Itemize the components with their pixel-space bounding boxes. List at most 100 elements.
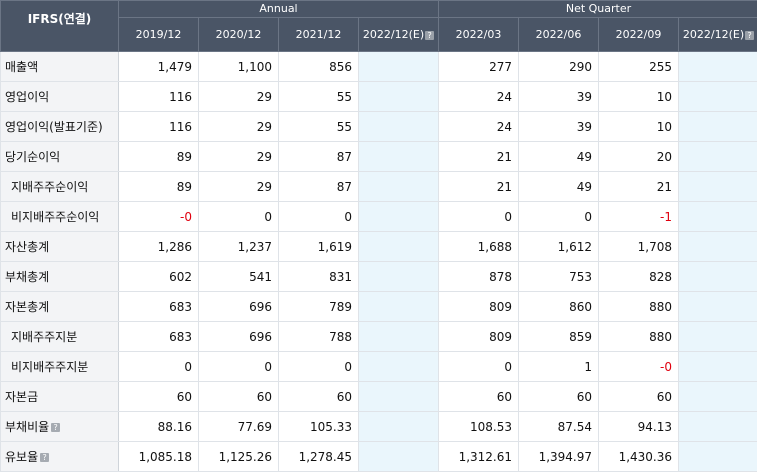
period-header[interactable]: 2022/03: [439, 18, 519, 52]
value-cell: 0: [279, 352, 359, 382]
help-icon[interactable]: ?: [745, 31, 754, 40]
value-cell: 60: [599, 382, 679, 412]
estimate-cell: [679, 352, 757, 382]
value-cell: 683: [119, 292, 199, 322]
value-cell: 89: [119, 172, 199, 202]
value-cell: 0: [119, 352, 199, 382]
estimate-cell: [679, 262, 757, 292]
value-cell: 60: [519, 382, 599, 412]
value-cell: 1,708: [599, 232, 679, 262]
row-label: 비지배주주지분: [1, 352, 119, 382]
value-cell: 0: [439, 352, 519, 382]
value-cell: 29: [199, 82, 279, 112]
value-cell: 0: [519, 202, 599, 232]
estimate-cell: [679, 82, 757, 112]
value-cell: 88.16: [119, 412, 199, 442]
estimate-cell: [679, 292, 757, 322]
period-header[interactable]: 2020/12: [199, 18, 279, 52]
value-cell: 1,085.18: [119, 442, 199, 472]
period-header[interactable]: 2021/12: [279, 18, 359, 52]
value-cell: 108.53: [439, 412, 519, 442]
row-label-text: 영업이익(발표기준): [5, 120, 103, 134]
value-cell: 60: [119, 382, 199, 412]
value-cell: 105.33: [279, 412, 359, 442]
estimate-cell: [679, 442, 757, 472]
value-cell: 116: [119, 82, 199, 112]
estimate-cell: [359, 172, 439, 202]
help-icon[interactable]: ?: [425, 31, 434, 40]
row-label-text: 자본금: [5, 390, 38, 404]
value-cell: 29: [199, 112, 279, 142]
row-label-text: 자산총계: [5, 240, 49, 254]
estimate-cell: [679, 382, 757, 412]
corner-header: IFRS(연결): [1, 1, 119, 52]
value-cell: 94.13: [599, 412, 679, 442]
row-label-text: 비지배주주지분: [11, 360, 88, 374]
period-header[interactable]: 2022/09: [599, 18, 679, 52]
estimate-cell: [359, 82, 439, 112]
value-cell: 39: [519, 112, 599, 142]
value-cell: 1,619: [279, 232, 359, 262]
value-cell: 60: [439, 382, 519, 412]
row-label: 영업이익(발표기준): [1, 112, 119, 142]
row-label: 매출액: [1, 52, 119, 82]
value-cell: 696: [199, 322, 279, 352]
help-icon[interactable]: ?: [40, 453, 49, 462]
period-header[interactable]: 2019/12: [119, 18, 199, 52]
value-cell: 60: [279, 382, 359, 412]
period-header[interactable]: 2022/06: [519, 18, 599, 52]
quarter-group-header: Net Quarter: [439, 1, 757, 18]
value-cell: 277: [439, 52, 519, 82]
estimate-cell: [359, 262, 439, 292]
estimate-cell: [359, 352, 439, 382]
value-cell: 541: [199, 262, 279, 292]
estimate-cell: [359, 112, 439, 142]
estimate-cell: [359, 442, 439, 472]
estimate-cell: [359, 202, 439, 232]
value-cell: 683: [119, 322, 199, 352]
row-label: 비지배주주순이익: [1, 202, 119, 232]
value-cell: 1,125.26: [199, 442, 279, 472]
row-label: 부채비율?: [1, 412, 119, 442]
row-label-text: 부채비율: [5, 420, 49, 434]
value-cell: -0: [599, 352, 679, 382]
value-cell: 87: [279, 142, 359, 172]
value-cell: 29: [199, 172, 279, 202]
value-cell: 21: [599, 172, 679, 202]
row-label-text: 자본총계: [5, 300, 49, 314]
estimate-cell: [359, 142, 439, 172]
row-label-text: 매출액: [5, 60, 38, 74]
period-label: 2022/12(E): [683, 28, 744, 41]
row-label: 자본금: [1, 382, 119, 412]
value-cell: 789: [279, 292, 359, 322]
value-cell: 1,237: [199, 232, 279, 262]
value-cell: 77.69: [199, 412, 279, 442]
value-cell: 602: [119, 262, 199, 292]
estimate-cell: [679, 412, 757, 442]
estimate-cell: [359, 52, 439, 82]
estimate-cell: [679, 202, 757, 232]
row-label: 부채총계: [1, 262, 119, 292]
row-label: 유보율?: [1, 442, 119, 472]
value-cell: 24: [439, 112, 519, 142]
value-cell: 21: [439, 172, 519, 202]
period-header-estimate[interactable]: 2022/12(E)?: [359, 18, 439, 52]
value-cell: 1,100: [199, 52, 279, 82]
help-icon[interactable]: ?: [51, 423, 60, 432]
row-label: 영업이익: [1, 82, 119, 112]
period-header-estimate[interactable]: 2022/12(E)?: [679, 18, 757, 52]
estimate-cell: [359, 292, 439, 322]
estimate-cell: [679, 232, 757, 262]
value-cell: 1,312.61: [439, 442, 519, 472]
value-cell: 1,430.36: [599, 442, 679, 472]
value-cell: 55: [279, 112, 359, 142]
value-cell: 1,612: [519, 232, 599, 262]
